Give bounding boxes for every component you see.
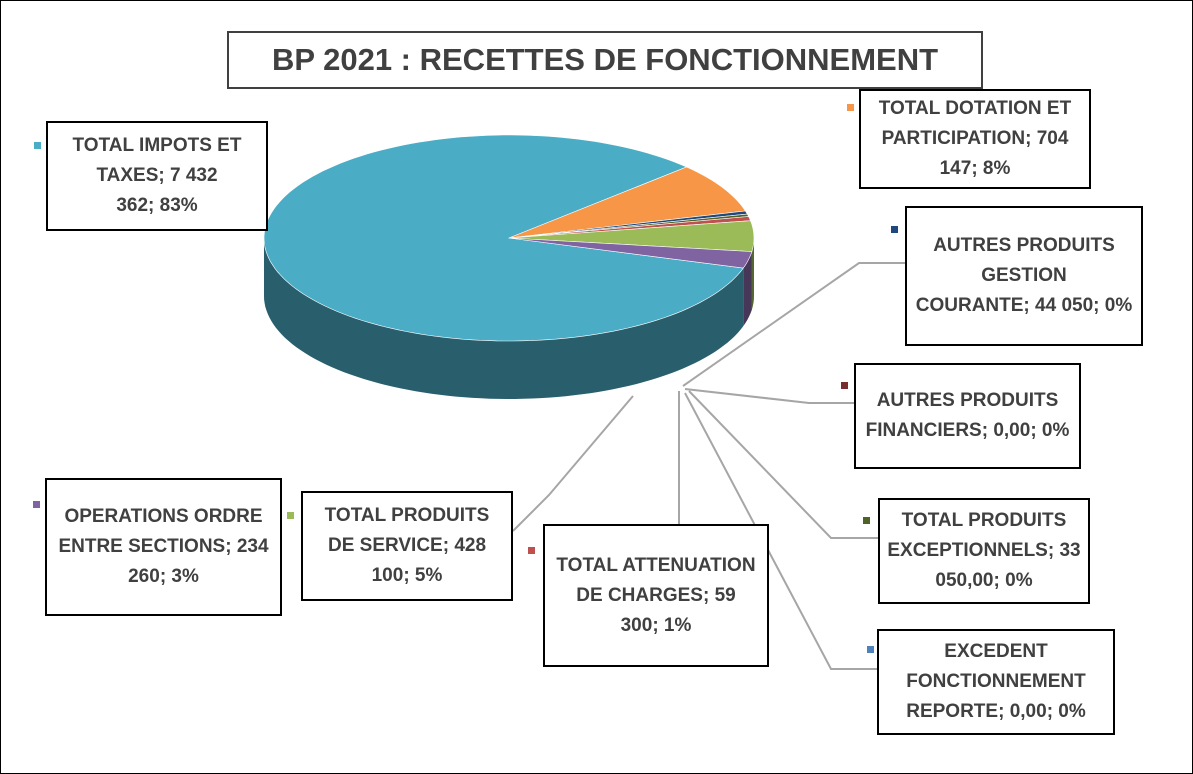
- label-separator: ;: [993, 570, 1006, 591]
- label-percent: 1%: [663, 614, 692, 636]
- label-category: AUTRES PRODUITS FINANCIERS: [865, 390, 1059, 441]
- leader-line: [684, 388, 854, 404]
- leader-line: [512, 395, 634, 532]
- legend-key: [847, 104, 854, 111]
- data-label: EXCEDENT FONCTIONNEMENT REPORTE; 0,00; 0…: [877, 629, 1115, 735]
- label-separator: ;: [1046, 701, 1059, 722]
- label-value: 59 300: [620, 584, 736, 636]
- label-separator: ;: [148, 195, 160, 216]
- data-label-text: AUTRES PRODUITS FINANCIERS; 0,00; 0%: [862, 386, 1073, 446]
- label-category: TOTAL PRODUITS EXCEPTIONNELS: [887, 510, 1067, 561]
- data-label: TOTAL PRODUITS EXCEPTIONNELS; 33 050,00;…: [878, 498, 1090, 604]
- leader-line: [682, 262, 905, 387]
- data-label: AUTRES PRODUITS GESTION COURANTE; 44 050…: [905, 206, 1143, 346]
- legend-key: [34, 142, 41, 149]
- legend-key: [891, 226, 898, 233]
- slice-side: [743, 251, 752, 327]
- label-percent: 83%: [159, 195, 198, 216]
- label-separator: ;: [442, 535, 455, 556]
- label-value: 0,00: [1009, 701, 1047, 722]
- data-label-text: OPERATIONS ORDRE ENTRE SECTIONS; 234 260…: [53, 502, 274, 592]
- label-separator: ;: [1023, 295, 1036, 316]
- legend-key: [287, 512, 294, 519]
- slice: [508, 166, 746, 239]
- label-separator: ;: [1030, 420, 1042, 441]
- data-label-text: AUTRES PRODUITS GESTION COURANTE; 44 050…: [913, 231, 1135, 321]
- legend-key: [528, 547, 535, 554]
- data-label: TOTAL IMPOTS ET TAXES; 7 432 362; 83%: [46, 121, 268, 231]
- legend-key: [867, 646, 874, 653]
- label-percent: 0%: [1005, 570, 1033, 591]
- slice-side: [264, 238, 744, 399]
- label-category: TOTAL IMPOTS ET TAXES: [72, 135, 242, 186]
- data-label-text: TOTAL DOTATION ET PARTICIPATION; 704 147…: [867, 94, 1083, 184]
- data-label-text: EXCEDENT FONCTIONNEMENT REPORTE; 0,00; 0…: [885, 637, 1107, 727]
- label-separator: ;: [971, 158, 983, 179]
- label-separator: ;: [702, 584, 715, 606]
- label-value: 0,00: [993, 420, 1031, 441]
- label-separator: ;: [1093, 295, 1105, 316]
- slice: [263, 134, 744, 342]
- label-separator: ;: [158, 165, 170, 186]
- label-value: 234 260: [128, 536, 269, 587]
- legend-key: [863, 517, 870, 524]
- label-value: 44 050: [1035, 295, 1094, 316]
- label-separator: ;: [1025, 128, 1037, 149]
- data-label: TOTAL DOTATION ET PARTICIPATION; 704 147…: [859, 89, 1091, 189]
- label-category: TOTAL ATTENUATION DE CHARGES: [556, 554, 756, 606]
- data-label: TOTAL ATTENUATION DE CHARGES; 59 300; 1%: [543, 524, 769, 667]
- label-percent: 3%: [171, 566, 199, 587]
- legend-key: [841, 382, 848, 389]
- data-label: OPERATIONS ORDRE ENTRE SECTIONS; 234 260…: [45, 478, 282, 616]
- label-percent: 8%: [982, 158, 1011, 179]
- label-value: 7 432 362: [116, 165, 218, 216]
- label-separator: ;: [403, 565, 415, 586]
- label-separator: ;: [981, 420, 994, 441]
- chart-title: BP 2021 : RECETTES DE FONCTIONNEMENT: [227, 31, 983, 89]
- label-category: OPERATIONS ORDRE ENTRE SECTIONS: [58, 506, 263, 557]
- data-label: TOTAL PRODUITS DE SERVICE; 428 100; 5%: [301, 491, 513, 601]
- label-category: EXCEDENT FONCTIONNEMENT REPORTE: [906, 641, 1086, 722]
- label-category: TOTAL PRODUITS DE SERVICE: [324, 505, 490, 556]
- slice: [508, 220, 755, 252]
- label-value: 33 050,00: [935, 540, 1081, 591]
- label-separator: ;: [652, 614, 664, 636]
- label-separator: ;: [1047, 540, 1060, 561]
- label-value: 704 147: [939, 128, 1069, 179]
- leader-line: [688, 390, 878, 539]
- label-category: AUTRES PRODUITS GESTION COURANTE: [915, 235, 1115, 316]
- data-label-text: TOTAL IMPOTS ET TAXES; 7 432 362; 83%: [54, 131, 260, 221]
- slice-side: [751, 238, 754, 310]
- label-separator: ;: [225, 536, 237, 557]
- label-value: 428 100: [371, 535, 487, 586]
- data-label: AUTRES PRODUITS FINANCIERS; 0,00; 0%: [854, 363, 1081, 469]
- data-label-text: TOTAL ATTENUATION DE CHARGES; 59 300; 1%: [551, 551, 761, 641]
- label-percent: 0%: [1058, 701, 1086, 722]
- label-separator: ;: [159, 566, 172, 587]
- data-label-text: TOTAL PRODUITS DE SERVICE; 428 100; 5%: [309, 501, 505, 591]
- label-category: TOTAL DOTATION ET PARTICIPATION: [878, 98, 1072, 149]
- data-label-text: TOTAL PRODUITS EXCEPTIONNELS; 33 050,00;…: [886, 506, 1082, 596]
- label-separator: ;: [998, 701, 1010, 722]
- label-percent: 0%: [1041, 420, 1070, 441]
- slice: [508, 237, 753, 269]
- leader-line: [684, 392, 877, 670]
- label-percent: 0%: [1104, 295, 1133, 316]
- label-percent: 5%: [414, 565, 443, 586]
- legend-key: [33, 501, 40, 508]
